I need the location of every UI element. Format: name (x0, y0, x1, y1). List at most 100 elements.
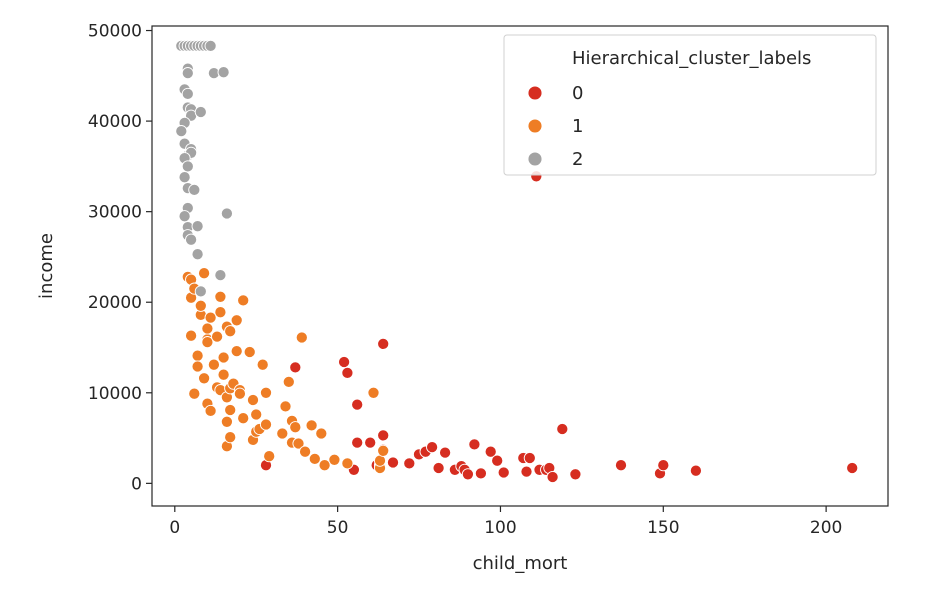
data-point-cluster-1 (224, 325, 237, 338)
data-point-cluster-1 (308, 452, 321, 465)
legend-box (503, 34, 877, 176)
x-tick-label: 150 (647, 518, 679, 538)
data-point-cluster-0 (484, 445, 497, 458)
data-point-cluster-1 (214, 290, 227, 303)
data-point-cluster-1 (318, 459, 331, 472)
data-point-cluster-1 (198, 267, 211, 280)
data-point-cluster-1 (204, 311, 217, 324)
data-point-cluster-1 (259, 386, 273, 399)
data-point-cluster-0 (341, 366, 354, 379)
data-point-cluster-0 (556, 422, 569, 436)
data-point-cluster-0 (689, 464, 702, 477)
data-point-cluster-1 (230, 314, 243, 327)
data-point-cluster-1 (367, 386, 380, 399)
data-point-cluster-0 (614, 459, 628, 472)
data-point-cluster-1 (246, 393, 260, 407)
data-point-cluster-0 (569, 468, 582, 481)
data-point-cluster-1 (194, 299, 207, 312)
y-tick-label: 40000 (88, 112, 142, 132)
x-tick-label: 200 (810, 518, 842, 538)
data-point-cluster-0 (364, 436, 377, 449)
legend-label-0: 0 (572, 83, 583, 104)
plot-frame (151, 25, 889, 507)
data-point-cluster-1 (305, 419, 318, 432)
data-point-cluster-2 (204, 39, 217, 52)
data-point-cluster-1 (259, 418, 273, 431)
data-point-cluster-1 (295, 331, 308, 344)
data-point-cluster-1 (230, 345, 243, 358)
data-point-cluster-2 (191, 248, 204, 261)
data-point-cluster-0 (523, 451, 536, 465)
data-point-cluster-1 (207, 358, 220, 371)
data-point-cluster-1 (282, 375, 295, 388)
data-point-cluster-1 (217, 368, 230, 381)
data-point-cluster-1 (217, 351, 230, 364)
data-point-cluster-1 (188, 387, 201, 400)
data-point-cluster-0 (377, 337, 390, 350)
data-point-cluster-1 (204, 404, 217, 417)
y-tick-label: 50000 (88, 22, 142, 42)
data-point-cluster-1 (233, 387, 246, 400)
points-layer (175, 39, 859, 484)
data-point-cluster-0 (657, 459, 670, 472)
data-point-cluster-0 (474, 467, 487, 480)
data-point-cluster-1 (279, 400, 292, 413)
y-axis-label: income (36, 233, 57, 299)
data-point-cluster-1 (243, 345, 256, 359)
legend: Hierarchical_cluster_labels 0 1 2 (503, 34, 877, 176)
data-point-cluster-2 (191, 220, 204, 233)
data-point-cluster-0 (351, 436, 364, 449)
data-point-cluster-0 (491, 454, 504, 467)
data-point-cluster-1 (237, 294, 250, 307)
data-point-cluster-1 (201, 322, 214, 335)
x-tick-label: 50 (327, 518, 349, 538)
data-point-cluster-1 (185, 329, 198, 342)
data-point-cluster-0 (497, 466, 510, 479)
data-point-cluster-1 (198, 372, 211, 385)
data-point-cluster-0 (432, 461, 445, 475)
legend-marker-1 (527, 118, 543, 134)
data-point-cluster-1 (292, 437, 305, 450)
data-point-cluster-0 (289, 361, 302, 374)
data-point-cluster-0 (439, 446, 452, 459)
data-point-cluster-1 (220, 415, 233, 428)
data-point-cluster-1 (214, 306, 227, 319)
y-tick-label: 20000 (88, 293, 142, 313)
data-point-cluster-2 (178, 210, 191, 223)
legend-label-2: 2 (572, 149, 583, 170)
data-point-cluster-2 (185, 233, 198, 246)
data-point-cluster-0 (338, 355, 351, 369)
data-point-cluster-0 (520, 465, 533, 478)
x-axis-label: child_mort (473, 553, 568, 574)
data-point-cluster-1 (299, 445, 312, 458)
data-point-cluster-2 (181, 87, 194, 100)
data-point-cluster-1 (211, 330, 224, 343)
axes-layer: 0 50 100 150 200 0 10000 20000 30000 40000 50000 (88, 22, 842, 538)
data-point-cluster-1 (256, 358, 269, 371)
data-point-cluster-2 (188, 183, 201, 196)
data-point-cluster-0 (377, 429, 390, 442)
data-point-cluster-0 (426, 441, 439, 454)
data-point-cluster-1 (328, 453, 341, 466)
data-point-cluster-1 (315, 427, 328, 440)
y-tick-label: 30000 (88, 203, 142, 223)
data-point-cluster-1 (341, 457, 354, 470)
data-point-cluster-0 (351, 398, 364, 411)
data-point-cluster-1 (250, 408, 263, 421)
data-point-cluster-1 (224, 403, 237, 417)
legend-entries: 0 1 2 (527, 83, 583, 170)
data-point-cluster-2 (194, 105, 207, 119)
data-point-cluster-2 (181, 160, 194, 173)
data-point-cluster-0 (461, 468, 474, 481)
data-point-cluster-1 (191, 349, 204, 362)
data-point-cluster-0 (468, 438, 481, 451)
data-point-cluster-1 (237, 412, 250, 425)
data-point-cluster-1 (191, 360, 204, 373)
data-point-cluster-2 (217, 66, 230, 79)
data-point-cluster-1 (377, 444, 390, 457)
data-point-cluster-1 (276, 427, 289, 440)
data-point-cluster-0 (386, 456, 400, 469)
data-point-cluster-1 (263, 450, 276, 463)
data-point-cluster-0 (546, 470, 559, 484)
data-point-cluster-2 (214, 269, 227, 282)
